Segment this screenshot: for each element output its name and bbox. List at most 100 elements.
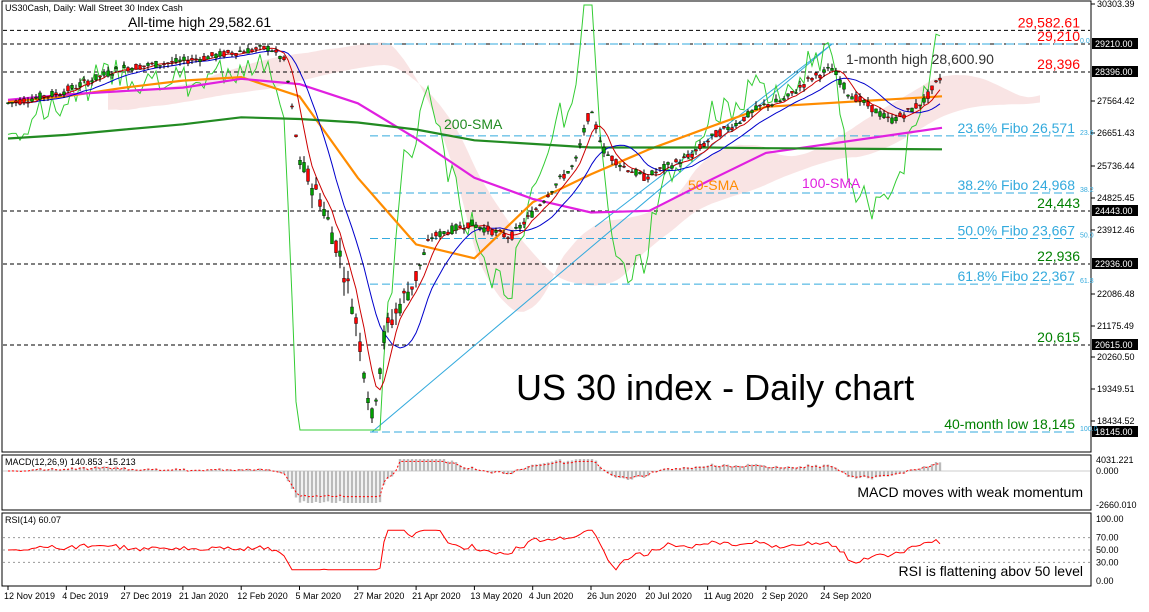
candle-body [574, 156, 578, 159]
x-tick-label: 21 Apr 2020 [412, 591, 461, 601]
candle-body [50, 91, 54, 97]
candle-body [806, 77, 810, 79]
candle-body [178, 59, 182, 62]
level-label: 29,210 [1037, 28, 1080, 44]
candle-body [194, 58, 198, 60]
candle-body [326, 217, 330, 220]
ichimoku-cloud-fill [108, 42, 1040, 312]
candle-body [110, 74, 114, 76]
candle-body [578, 143, 582, 146]
candle-body [802, 84, 806, 88]
candle-body [430, 237, 434, 239]
candle-body [598, 140, 602, 143]
y-price-label: 29210.00 [1095, 39, 1133, 49]
candle-body [418, 264, 422, 267]
candle-body [910, 107, 914, 112]
candle-body [570, 165, 574, 167]
macd-y-tick-label: 0.000 [1096, 466, 1119, 476]
fibo-label: 40-month low 18,145 [944, 416, 1075, 432]
candle-body [10, 102, 14, 104]
candle-body [894, 117, 898, 122]
candle-body [38, 92, 42, 100]
x-tick-label: 11 Aug 2020 [704, 591, 754, 601]
candle-body [446, 231, 450, 235]
candle-body [734, 123, 738, 126]
y-axis: 30303.39 29210.00 28396.00 27564.42 26651.43… [1091, 0, 1138, 586]
candle-body [842, 82, 846, 90]
candle-body [62, 91, 66, 95]
candle-body [150, 62, 154, 65]
candle-body [230, 52, 234, 55]
sma-series [7, 47, 943, 391]
candle-body [366, 398, 370, 404]
candle-body [222, 51, 226, 57]
candle-body [542, 201, 546, 203]
candle-body [118, 70, 122, 73]
candle-body [410, 286, 414, 290]
candle-body [558, 175, 562, 178]
candle-body [810, 78, 814, 81]
candle-body [158, 65, 162, 67]
fibo-ratio-label: 61.8 [1080, 278, 1094, 285]
candle-body [206, 56, 210, 60]
rsi-note: RSI is flattening abov 50 level [899, 563, 1083, 579]
candle-body [582, 128, 586, 133]
candle-body [658, 167, 662, 169]
candle-body [386, 317, 390, 323]
candle-body [442, 231, 446, 234]
candle-body [830, 68, 834, 71]
fibo-ratio-label: 0.0 [1080, 38, 1090, 45]
candle-body [530, 210, 534, 218]
candle-body [898, 112, 902, 117]
candle-body [58, 94, 62, 97]
candle-body [858, 96, 862, 102]
fibo-label: 61.8% Fibo 22,367 [957, 268, 1075, 284]
x-tick-label: 20 Jul 2020 [645, 591, 692, 601]
candle-body [698, 144, 702, 149]
candle-body [82, 79, 86, 81]
candle-body [142, 65, 146, 68]
candle-body [790, 91, 794, 94]
candle-body [458, 225, 462, 228]
candle-body [778, 100, 782, 103]
candle-body [266, 46, 270, 52]
candle-body [358, 341, 362, 352]
candle-body [198, 58, 202, 62]
candle-body [318, 199, 322, 207]
macd-y-tick-label: -2660.010 [1096, 500, 1137, 510]
candle-body [274, 49, 278, 53]
level-label: 20,615 [1037, 329, 1080, 345]
candle-body [242, 51, 246, 54]
y-price-label: 20615.00 [1095, 340, 1133, 350]
candle-body [926, 91, 930, 99]
candle-body [170, 60, 174, 63]
candle-body [130, 67, 134, 71]
rsi-y-tick-label: 50.00 [1096, 545, 1119, 555]
candle-body [486, 225, 490, 232]
candle-body [566, 171, 570, 174]
candle-body [390, 319, 394, 325]
candle-body [106, 70, 110, 77]
candle-body [98, 75, 102, 78]
candle-body [738, 122, 742, 125]
candle-body [902, 114, 906, 119]
candle-body [138, 64, 142, 70]
rsi-series-line [7, 529, 941, 571]
y-tick-label: 27564.42 [1097, 96, 1135, 106]
candle-body [186, 60, 190, 64]
y-price-box [1092, 66, 1138, 77]
candle-body [370, 408, 374, 419]
candle-body [422, 252, 426, 255]
level-lines [3, 29, 1090, 346]
candle-body [918, 104, 922, 107]
fibo-ratio-label: 38.2 [1080, 187, 1094, 194]
candle-body [462, 228, 466, 230]
candle-body [678, 162, 682, 165]
candle-body [470, 219, 474, 226]
candle-body [282, 56, 286, 60]
candle-body [682, 156, 686, 159]
chart-annotation: 1-month high 28,600.90 [846, 51, 994, 67]
candle-body [850, 96, 854, 100]
candle-body [330, 232, 334, 245]
candle-body [770, 104, 774, 106]
